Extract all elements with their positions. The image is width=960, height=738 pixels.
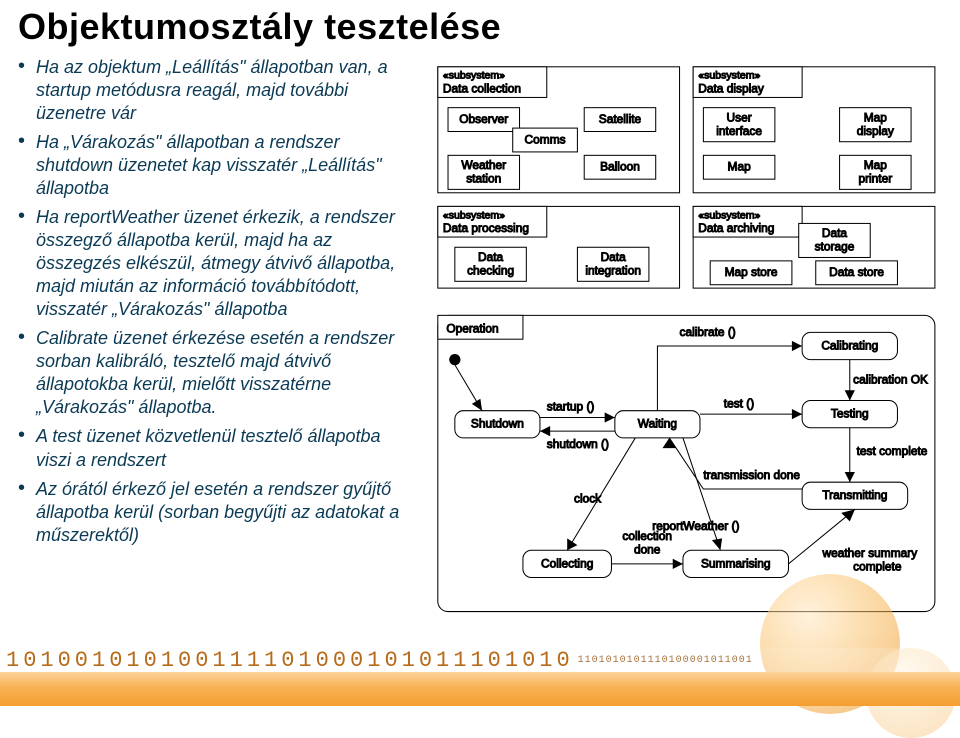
list-item: Ha „Várakozás" állapotban a rendszer shu… — [18, 131, 419, 200]
svg-text:integration: integration — [586, 263, 642, 277]
state-label: Shutdown — [471, 417, 524, 431]
box-label: Balloon — [600, 160, 640, 174]
svg-text:User: User — [727, 110, 752, 124]
state-label: Testing — [831, 406, 869, 420]
list-item: Calibrate üzenet érkezése esetén a rends… — [18, 327, 419, 419]
box-label: Data store — [829, 265, 884, 279]
box-label: Observer — [460, 112, 509, 126]
svg-text:display: display — [857, 124, 894, 138]
slide-footer: 101001010100111101000101011101010 1101010… — [0, 642, 960, 706]
state-label: Transmitting — [823, 488, 888, 502]
svg-text:weather summary: weather summary — [822, 546, 918, 560]
list-item: A test üzenet közvetlenül tesztelő állap… — [18, 425, 419, 471]
subsystem-label: Data collection — [443, 81, 521, 95]
bullet-list: Ha az objektum „Leállítás" állapotban va… — [18, 56, 419, 627]
transition-label: shutdown () — [547, 437, 609, 451]
stereotype-label: «subsystem» — [443, 209, 505, 221]
box-label: Map store — [725, 265, 778, 279]
svg-text:Data: Data — [478, 250, 504, 264]
slide: Objektumosztály tesztelése Ha az objektu… — [0, 0, 960, 706]
list-item: Ha az objektum „Leállítás" állapotban va… — [18, 56, 419, 125]
state-label: Calibrating — [822, 338, 879, 352]
binary-large: 101001010100111101000101011101010 — [6, 648, 574, 673]
state-label: Waiting — [638, 417, 677, 431]
list-item: Ha reportWeather üzenet érkezik, a rends… — [18, 206, 419, 321]
list-item: Az órától érkező jel esetén a rendszer g… — [18, 478, 419, 547]
transition-label: calibrate () — [680, 325, 736, 339]
box-label: Satellite — [599, 112, 642, 126]
svg-text:printer: printer — [859, 172, 893, 186]
svg-text:storage: storage — [815, 240, 855, 254]
diagram-svg: «subsystem» Data collection Observer Sat… — [431, 60, 942, 622]
page-title: Objektumosztály tesztelése — [0, 0, 960, 56]
stereotype-label: «subsystem» — [699, 209, 761, 221]
subsystem-label: Data display — [699, 81, 765, 95]
diagram-panel: «subsystem» Data collection Observer Sat… — [431, 56, 942, 627]
subsystem-label: Data archiving — [699, 221, 775, 235]
binary-small: 1101010101110100001011001 — [578, 655, 753, 666]
stereotype-label: «subsystem» — [443, 70, 505, 82]
svg-text:station: station — [467, 172, 502, 186]
footer-bar — [0, 672, 960, 706]
statechart-title: Operation — [447, 321, 499, 335]
subsystem-label: Data processing — [443, 221, 529, 235]
svg-text:Map: Map — [864, 110, 888, 124]
svg-text:Map: Map — [864, 158, 888, 172]
transition-label: clock — [574, 492, 601, 506]
transition-label: test complete — [857, 444, 928, 458]
svg-text:Data: Data — [601, 250, 627, 264]
state-label: Summarising — [701, 556, 770, 570]
state-label: Collecting — [541, 556, 593, 570]
svg-text:Data: Data — [822, 226, 848, 240]
transition-label: test () — [724, 396, 754, 410]
box-label: Comms — [525, 132, 566, 146]
svg-text:checking: checking — [467, 263, 514, 277]
transition-label: reportWeather () — [653, 519, 740, 533]
svg-text:done: done — [634, 543, 661, 557]
box-label: Map — [728, 160, 752, 174]
svg-text:interface: interface — [717, 124, 763, 138]
svg-text:complete: complete — [853, 560, 902, 574]
content-row: Ha az objektum „Leállítás" állapotban va… — [0, 56, 960, 627]
transition-label: startup () — [547, 400, 595, 414]
transition-label: transmission done — [704, 468, 801, 482]
box-label: Weather — [462, 158, 507, 172]
transition-label: calibration OK — [853, 372, 928, 386]
stereotype-label: «subsystem» — [699, 70, 761, 82]
